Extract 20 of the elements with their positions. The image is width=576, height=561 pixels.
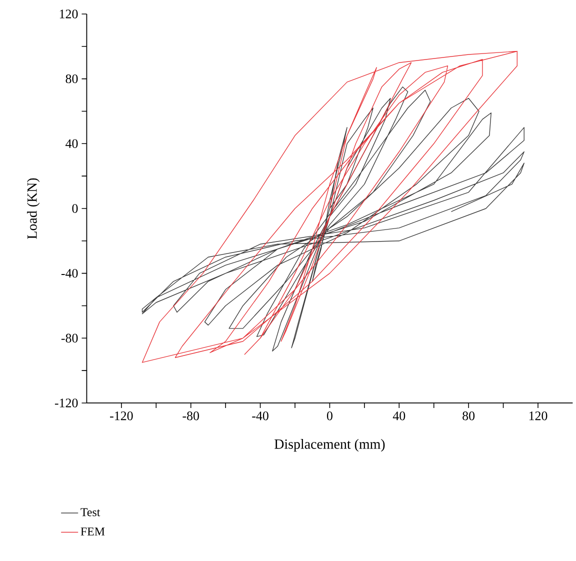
x-tick-label: 0 — [326, 411, 332, 420]
y-tick-label: 120 — [60, 10, 78, 18]
line-series — [142, 86, 524, 352]
x-tick-label: -120 — [110, 411, 133, 420]
y-tick-label: -40 — [61, 268, 78, 278]
y-tick-label: 40 — [66, 139, 78, 148]
y-tick-label: -80 — [61, 334, 78, 343]
legend-label: FEM — [80, 528, 105, 536]
y-axis-title: Load (KN) — [27, 178, 40, 239]
x-tick-label: 120 — [529, 411, 548, 420]
y-tick-label: 0 — [72, 204, 78, 213]
x-tick-label: 80 — [462, 411, 475, 420]
x-axis-title: Displacement (mm) — [274, 439, 385, 452]
x-tick-label: -40 — [252, 411, 268, 420]
y-tick-label: -120 — [54, 398, 78, 408]
x-tick-label: 40 — [392, 411, 406, 420]
y-tick-label: 80 — [66, 74, 78, 84]
line-series — [142, 50, 518, 363]
legend-label: Test — [80, 508, 100, 516]
x-tick-label: -80 — [182, 411, 199, 420]
